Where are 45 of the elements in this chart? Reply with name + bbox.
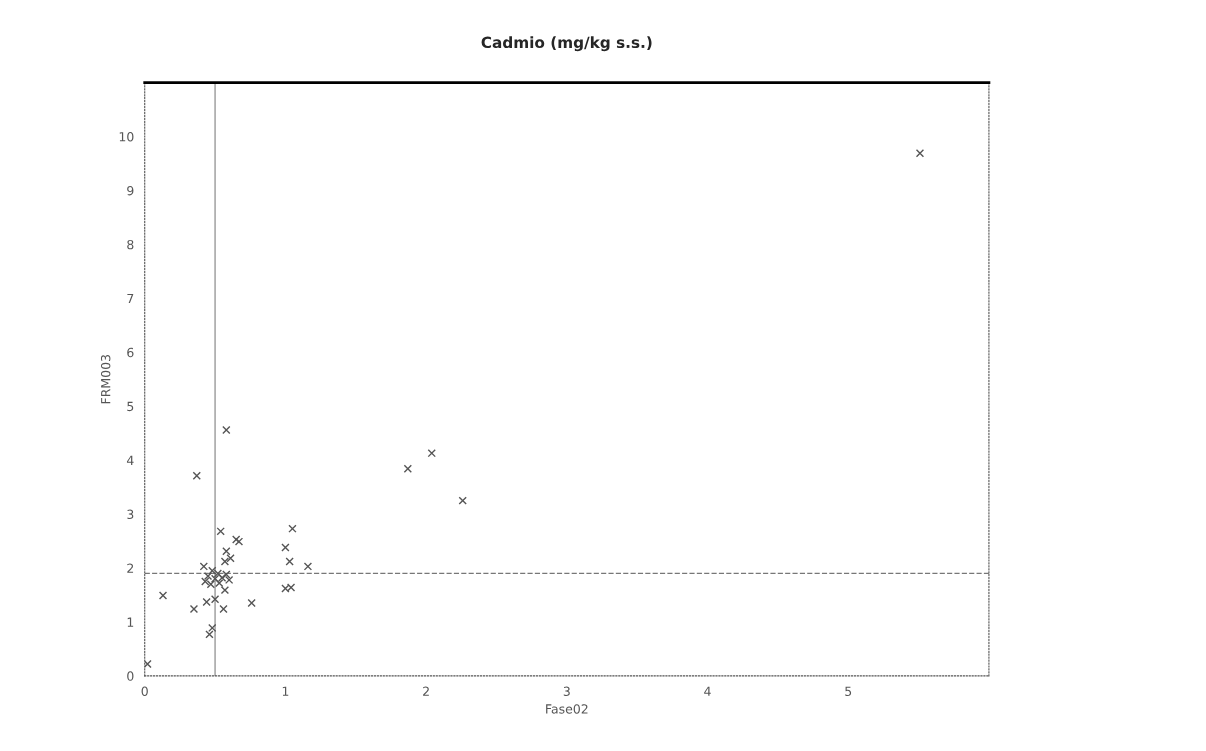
y-tick-label: 10 bbox=[119, 132, 134, 142]
y-tick-label: 1 bbox=[127, 617, 134, 627]
x-tick-label: 0 bbox=[141, 686, 148, 696]
x-tick-label: 2 bbox=[423, 686, 429, 696]
y-tick-label: 5 bbox=[127, 401, 134, 412]
y-tick-label: 4 bbox=[126, 455, 134, 465]
chart-title: Cadmio (mg/kg s.s.) bbox=[481, 36, 652, 52]
point bbox=[208, 623, 217, 633]
y-tick-label: 8 bbox=[127, 239, 134, 250]
x-tick-label: 1 bbox=[282, 686, 289, 696]
point bbox=[458, 496, 467, 505]
point bbox=[205, 630, 214, 639]
point bbox=[199, 562, 208, 571]
point bbox=[281, 543, 290, 552]
point bbox=[234, 537, 244, 546]
point bbox=[288, 524, 297, 533]
point bbox=[220, 557, 230, 566]
point bbox=[303, 562, 313, 571]
point bbox=[285, 557, 294, 566]
point bbox=[226, 554, 235, 563]
point bbox=[427, 448, 436, 458]
point bbox=[219, 604, 228, 614]
x-tick-label: 5 bbox=[845, 686, 852, 696]
point bbox=[144, 659, 152, 669]
y-tick-label: 6 bbox=[127, 347, 134, 358]
point bbox=[915, 149, 925, 158]
point bbox=[220, 585, 230, 595]
x-axis-title: Fase02 bbox=[546, 704, 588, 714]
point bbox=[222, 425, 231, 435]
y-tick-label: 9 bbox=[127, 185, 134, 196]
y-tick-label: 7 bbox=[127, 293, 134, 304]
point bbox=[216, 527, 225, 536]
y-tick-label: 0 bbox=[127, 671, 134, 681]
point bbox=[403, 464, 412, 473]
y-tick-label: 3 bbox=[127, 509, 134, 520]
point bbox=[192, 471, 201, 480]
point bbox=[222, 547, 231, 556]
x-tick-label: 3 bbox=[563, 686, 570, 696]
point bbox=[158, 591, 168, 600]
y-axis-title: FRM003 bbox=[100, 355, 111, 404]
y-tick-label: 2 bbox=[127, 563, 134, 573]
point bbox=[232, 535, 241, 544]
point bbox=[189, 604, 199, 614]
x-tick-label: 4 bbox=[704, 686, 711, 696]
point bbox=[247, 598, 256, 608]
